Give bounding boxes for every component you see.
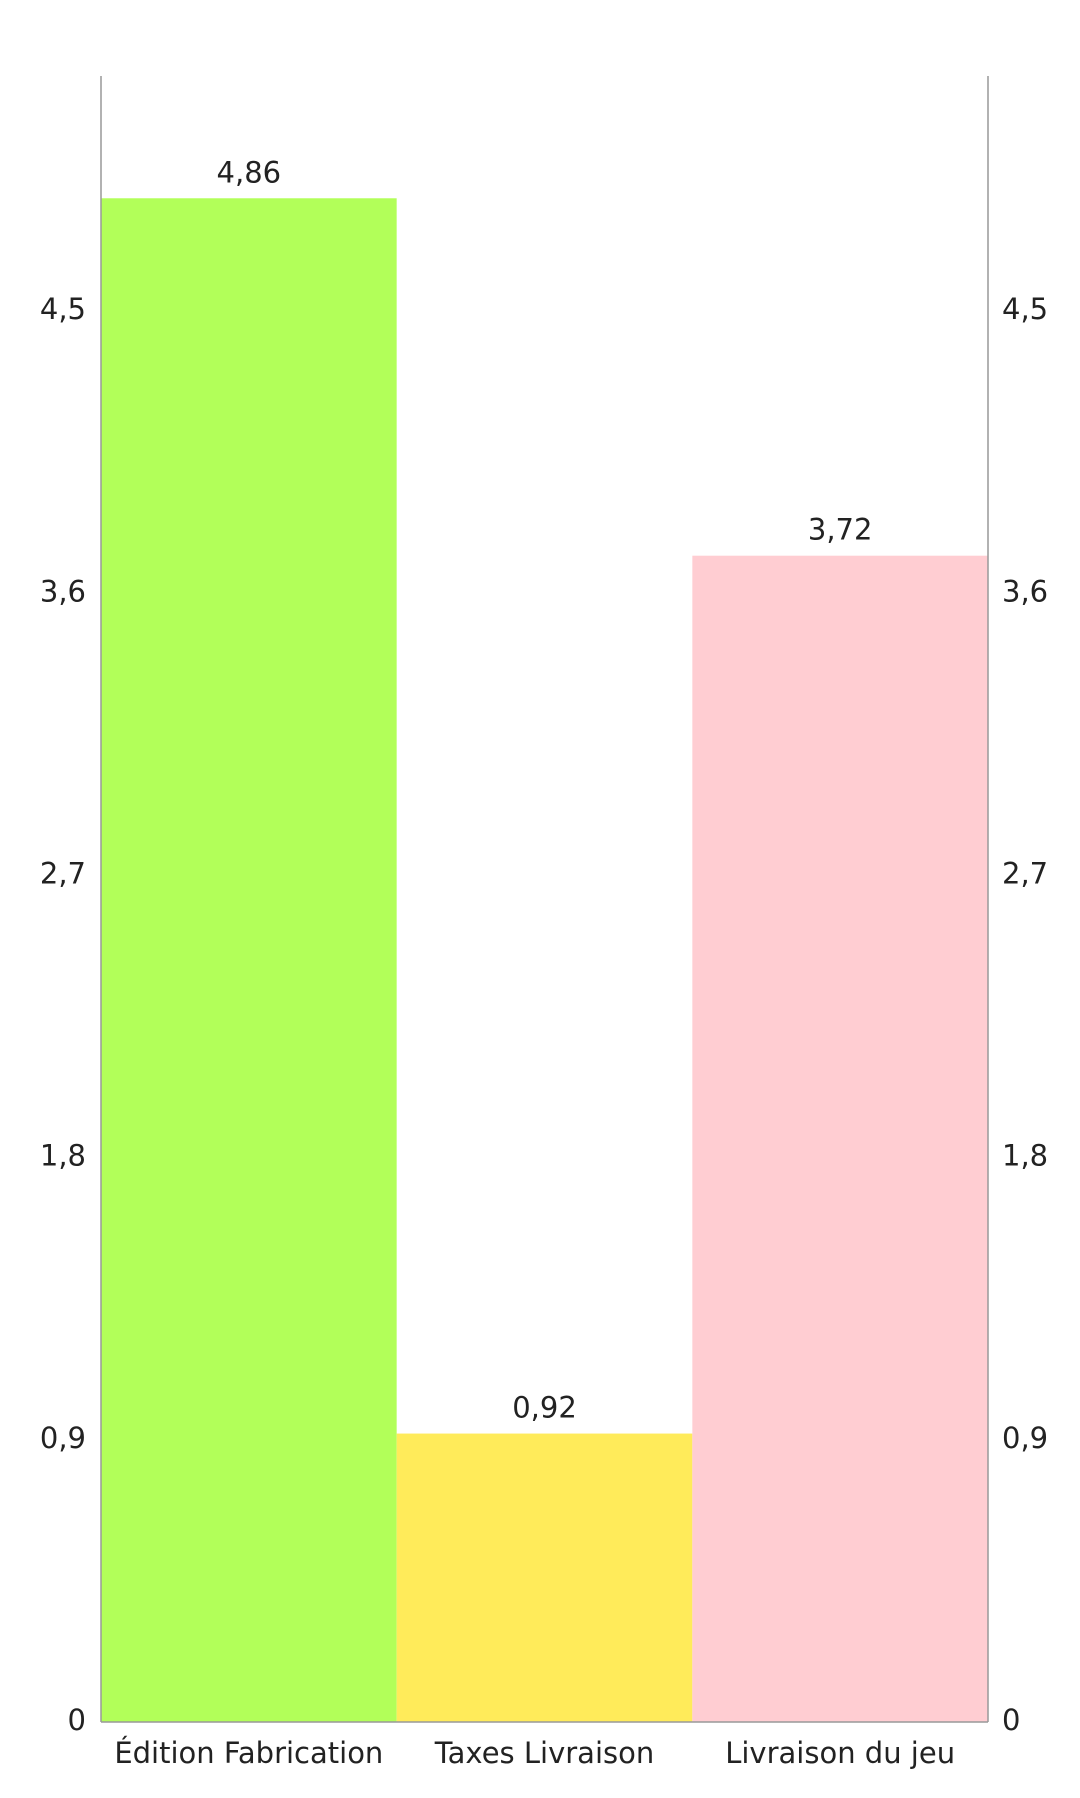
y2-tick-label: 0,9 <box>1002 1421 1048 1455</box>
x-tick-label: Édition Fabrication <box>114 1736 383 1770</box>
bar <box>692 555 988 1722</box>
value-label: 3,72 <box>808 513 873 547</box>
bar <box>396 1433 693 1722</box>
y2-tick-label: 4,5 <box>1002 292 1048 326</box>
value-label: 4,86 <box>217 155 282 189</box>
bar <box>101 198 397 1722</box>
x-tick-label: Taxes Livraison <box>434 1736 654 1770</box>
y2-tick-label: 3,6 <box>1002 574 1048 608</box>
y-tick-label: 3,6 <box>40 574 86 608</box>
y-tick-label: 0,9 <box>40 1421 86 1455</box>
y-tick-label: 0 <box>68 1703 86 1737</box>
y-tick-label: 1,8 <box>40 1139 86 1173</box>
y-tick-label: 4,5 <box>40 292 86 326</box>
x-tick-label: Livraison du jeu <box>725 1736 955 1770</box>
y2-tick-label: 2,7 <box>1002 856 1048 890</box>
y2-tick-label: 0 <box>1002 1703 1020 1737</box>
value-label: 0,92 <box>512 1391 577 1425</box>
y2-tick-label: 1,8 <box>1002 1139 1048 1173</box>
y-tick-label: 2,7 <box>40 856 86 890</box>
